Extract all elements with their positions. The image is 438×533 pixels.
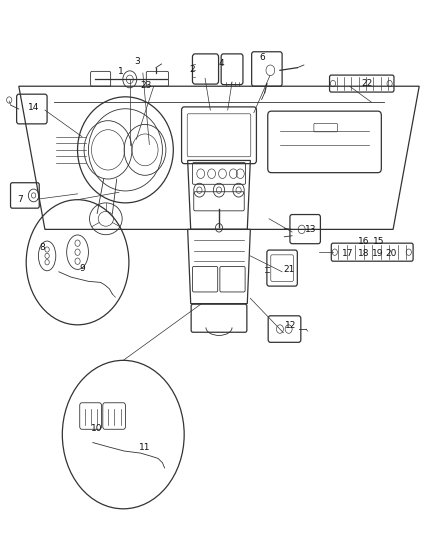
Text: 7: 7 [17,195,22,204]
Text: 18: 18 [358,249,369,259]
Text: 11: 11 [139,443,151,453]
Text: 15: 15 [374,237,385,246]
Text: 22: 22 [361,79,373,88]
Text: 17: 17 [342,249,353,259]
Text: 4: 4 [219,60,224,68]
Text: 12: 12 [285,321,297,330]
Text: 23: 23 [140,80,152,90]
Text: 19: 19 [372,249,383,259]
Text: 10: 10 [92,424,103,433]
Text: 1: 1 [118,67,124,76]
Text: 3: 3 [135,58,141,66]
Text: 14: 14 [28,103,40,112]
Text: 20: 20 [386,249,397,259]
Text: 21: 21 [283,265,294,273]
Text: 13: 13 [305,225,316,234]
Text: 6: 6 [260,53,265,62]
Text: 16: 16 [358,237,369,246]
Text: 9: 9 [79,264,85,273]
Text: 8: 8 [40,243,46,252]
Text: 2: 2 [189,64,195,74]
